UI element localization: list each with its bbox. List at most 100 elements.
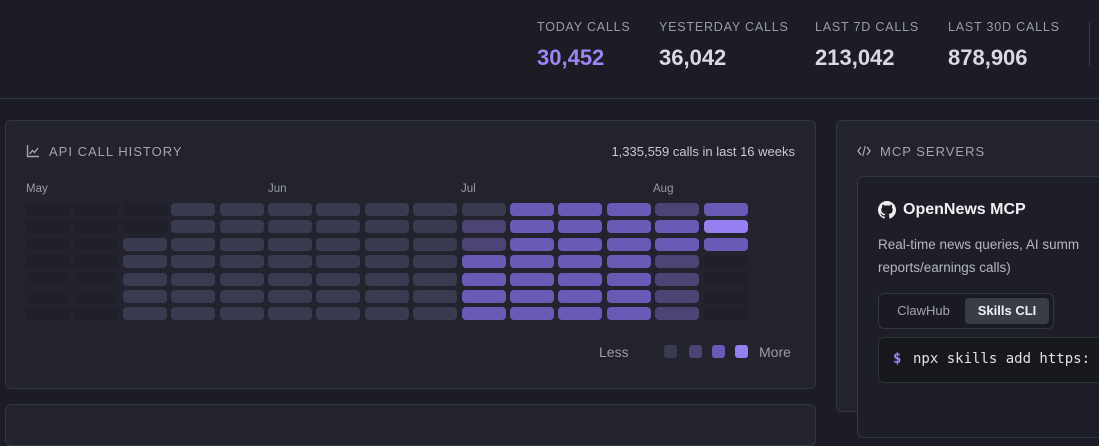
heatmap-cell[interactable] — [26, 203, 70, 216]
heatmap-cell[interactable] — [74, 255, 119, 269]
heatmap-cell[interactable] — [122, 237, 167, 251]
heatmap-cell[interactable] — [122, 203, 167, 216]
heatmap-cell[interactable] — [606, 255, 651, 269]
heatmap-cell[interactable] — [171, 290, 216, 303]
heatmap-cell[interactable] — [461, 272, 506, 286]
heatmap-cell[interactable] — [26, 237, 70, 251]
heatmap-cell[interactable] — [655, 290, 700, 303]
heatmap-cell[interactable] — [26, 272, 70, 286]
heatmap-cell[interactable] — [316, 237, 361, 251]
heatmap-cell[interactable] — [413, 272, 458, 286]
heatmap-cell[interactable] — [510, 255, 554, 269]
heatmap-cell[interactable] — [461, 220, 506, 234]
heatmap-cell[interactable] — [171, 237, 216, 251]
heatmap-cell[interactable] — [558, 255, 603, 269]
heatmap-cell[interactable] — [122, 255, 167, 269]
heatmap-cell[interactable] — [606, 307, 651, 321]
heatmap-cell[interactable] — [219, 307, 264, 321]
heatmap-cell[interactable] — [413, 307, 458, 321]
heatmap-cell[interactable] — [268, 203, 312, 216]
heatmap-cell[interactable] — [558, 272, 603, 286]
heatmap-cell[interactable] — [703, 237, 748, 251]
heatmap-cell[interactable] — [122, 307, 167, 321]
heatmap-cell[interactable] — [413, 237, 458, 251]
heatmap-cell[interactable] — [122, 220, 167, 234]
heatmap-cell[interactable] — [74, 237, 119, 251]
heatmap-cell[interactable] — [461, 255, 506, 269]
heatmap-cell[interactable] — [655, 237, 700, 251]
tab-clawhub[interactable]: ClawHub — [897, 303, 950, 318]
heatmap-cell[interactable] — [316, 203, 361, 216]
heatmap-cell[interactable] — [510, 290, 554, 303]
heatmap-cell[interactable] — [606, 220, 651, 234]
heatmap-cell[interactable] — [268, 255, 312, 269]
heatmap-cell[interactable] — [606, 237, 651, 251]
heatmap-cell[interactable] — [364, 255, 409, 269]
heatmap-cell[interactable] — [219, 290, 264, 303]
heatmap-cell[interactable] — [171, 203, 216, 216]
heatmap-cell[interactable] — [558, 220, 603, 234]
heatmap-cell[interactable] — [171, 255, 216, 269]
heatmap-cell[interactable] — [316, 255, 361, 269]
heatmap-cell[interactable] — [703, 220, 748, 234]
heatmap-cell[interactable] — [510, 203, 554, 216]
heatmap-cell[interactable] — [703, 290, 748, 303]
heatmap-cell[interactable] — [74, 290, 119, 303]
install-command-box[interactable]: $ npx skills add https: — [878, 337, 1099, 383]
heatmap-cell[interactable] — [510, 307, 554, 321]
heatmap-cell[interactable] — [461, 203, 506, 216]
heatmap-cell[interactable] — [364, 272, 409, 286]
heatmap-cell[interactable] — [364, 290, 409, 303]
heatmap-cell[interactable] — [268, 272, 312, 286]
heatmap-cell[interactable] — [703, 272, 748, 286]
heatmap-cell[interactable] — [122, 290, 167, 303]
heatmap-cell[interactable] — [364, 307, 409, 321]
heatmap-cell[interactable] — [364, 237, 409, 251]
heatmap-cell[interactable] — [171, 272, 216, 286]
heatmap-cell[interactable] — [364, 220, 409, 234]
heatmap-cell[interactable] — [461, 237, 506, 251]
heatmap-cell[interactable] — [413, 220, 458, 234]
heatmap-cell[interactable] — [316, 272, 361, 286]
heatmap-cell[interactable] — [26, 220, 70, 234]
heatmap-cell[interactable] — [268, 290, 312, 303]
heatmap-cell[interactable] — [703, 307, 748, 321]
heatmap-cell[interactable] — [655, 220, 700, 234]
heatmap-cell[interactable] — [703, 203, 748, 216]
heatmap-cell[interactable] — [219, 220, 264, 234]
heatmap-cell[interactable] — [510, 220, 554, 234]
heatmap-cell[interactable] — [655, 307, 700, 321]
heatmap-cell[interactable] — [74, 272, 119, 286]
heatmap-cell[interactable] — [413, 290, 458, 303]
heatmap-cell[interactable] — [655, 272, 700, 286]
heatmap-cell[interactable] — [219, 272, 264, 286]
heatmap-cell[interactable] — [219, 255, 264, 269]
heatmap-cell[interactable] — [558, 237, 603, 251]
heatmap-cell[interactable] — [74, 203, 119, 216]
heatmap-cell[interactable] — [703, 255, 748, 269]
heatmap-cell[interactable] — [268, 220, 312, 234]
heatmap-cell[interactable] — [268, 307, 312, 321]
heatmap-cell[interactable] — [122, 272, 167, 286]
heatmap-cell[interactable] — [606, 203, 651, 216]
heatmap-cell[interactable] — [558, 203, 603, 216]
heatmap-cell[interactable] — [26, 290, 70, 303]
heatmap-cell[interactable] — [171, 220, 216, 234]
heatmap-cell[interactable] — [219, 203, 264, 216]
heatmap-cell[interactable] — [606, 272, 651, 286]
heatmap-cell[interactable] — [316, 220, 361, 234]
heatmap-cell[interactable] — [413, 255, 458, 269]
heatmap-cell[interactable] — [171, 307, 216, 321]
heatmap-cell[interactable] — [461, 290, 506, 303]
heatmap-cell[interactable] — [558, 307, 603, 321]
heatmap-cell[interactable] — [316, 307, 361, 321]
heatmap-cell[interactable] — [74, 220, 119, 234]
heatmap-cell[interactable] — [558, 290, 603, 303]
mcp-server-item[interactable]: OpenNews MCP Real-time news queries, AI … — [857, 176, 1099, 438]
heatmap-cell[interactable] — [510, 237, 554, 251]
heatmap-cell[interactable] — [26, 255, 70, 269]
heatmap-cell[interactable] — [655, 255, 700, 269]
heatmap-cell[interactable] — [26, 307, 70, 321]
heatmap-cell[interactable] — [268, 237, 312, 251]
heatmap-cell[interactable] — [74, 307, 119, 321]
